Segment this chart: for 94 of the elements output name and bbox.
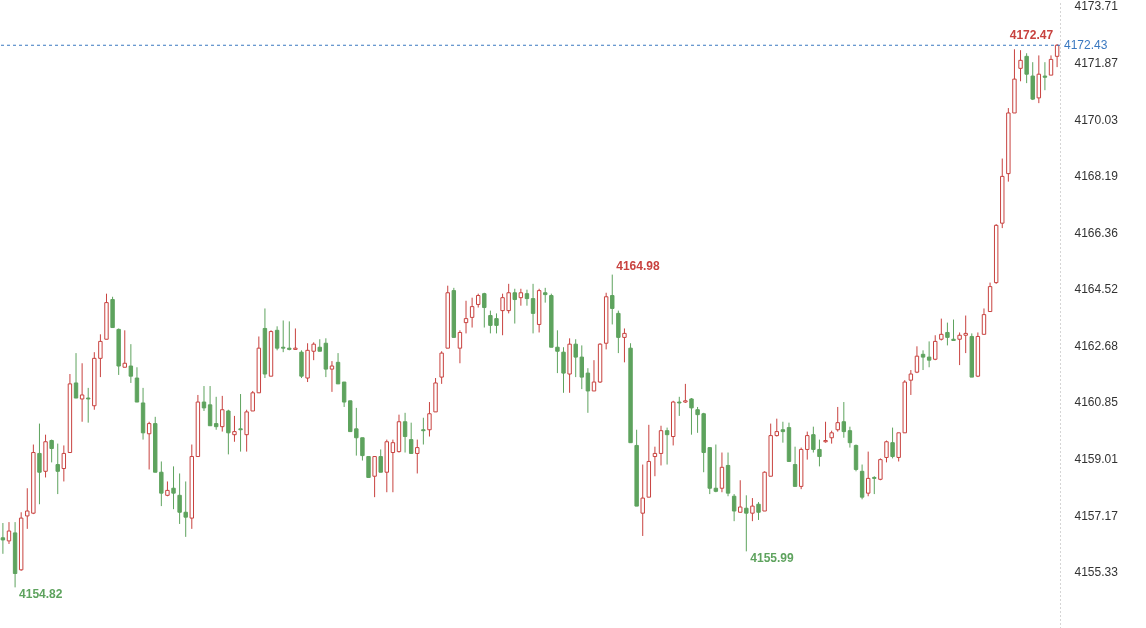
candlestick xyxy=(847,426,853,449)
candlestick xyxy=(664,427,670,466)
candlestick xyxy=(220,395,225,433)
candlestick xyxy=(274,325,280,351)
y-tick-label: 4162.68 xyxy=(1074,338,1119,353)
candlestick xyxy=(890,427,895,459)
candlestick xyxy=(738,479,743,513)
y-tick-label: 4168.19 xyxy=(1074,169,1119,184)
candlestick xyxy=(865,451,871,497)
candlestick xyxy=(792,446,798,487)
candlestick xyxy=(683,383,688,404)
candlestick xyxy=(79,362,85,423)
candlestick xyxy=(329,360,335,393)
annotation: 4155.99 xyxy=(750,551,795,566)
candlestick xyxy=(1030,61,1035,101)
candlestick xyxy=(335,352,341,385)
candlestick xyxy=(914,345,920,374)
candlestick xyxy=(731,493,737,522)
candlestick xyxy=(469,297,475,329)
candlestick xyxy=(232,415,237,443)
candlestick xyxy=(390,439,396,493)
candlestick xyxy=(689,397,694,436)
candlestick xyxy=(61,444,67,482)
candlestick xyxy=(402,412,408,454)
candlestick xyxy=(524,289,530,307)
candlestick xyxy=(951,319,956,341)
candlestick xyxy=(482,292,487,329)
candlestick xyxy=(378,448,383,473)
candlestick xyxy=(226,409,231,455)
candlestick xyxy=(457,329,463,364)
candlestick xyxy=(841,401,847,439)
annotation: 4164.98 xyxy=(616,258,660,273)
candlestick xyxy=(926,340,932,368)
candlestick xyxy=(610,274,615,325)
candlestick xyxy=(591,359,597,392)
candlestick xyxy=(933,334,938,361)
candlestick xyxy=(201,385,207,412)
candlestick xyxy=(1042,61,1048,91)
candlestick xyxy=(622,327,627,363)
y-tick-label: 4159.01 xyxy=(1074,451,1119,466)
ref-line-label: 4172.43 xyxy=(1064,38,1108,53)
candlestick xyxy=(512,288,517,325)
candlestick xyxy=(73,352,79,399)
y-tick-label: 4157.17 xyxy=(1074,508,1119,523)
candlestick xyxy=(823,421,828,444)
candlestick xyxy=(122,329,127,368)
candlestick xyxy=(55,443,60,495)
y-tick-label: 4160.85 xyxy=(1074,395,1119,410)
y-tick-label: 4155.33 xyxy=(1074,565,1119,580)
candlestick xyxy=(207,385,213,427)
candlestick xyxy=(1036,54,1042,104)
candlestick xyxy=(561,346,566,394)
candlestick xyxy=(128,343,134,384)
candlestick xyxy=(780,421,786,444)
candlestick xyxy=(408,422,414,454)
candlestick xyxy=(658,425,664,466)
candlestick xyxy=(750,497,755,522)
candlestick xyxy=(415,439,420,474)
candlestick xyxy=(6,521,12,545)
candlestick xyxy=(835,406,840,433)
candlestick xyxy=(1024,52,1029,84)
candlestick xyxy=(530,283,536,334)
annotation: 4172.47 xyxy=(1009,28,1054,43)
candlestick xyxy=(372,456,377,498)
candlestick xyxy=(85,387,91,424)
candlestick xyxy=(652,446,658,477)
y-tick-label: 4173.71 xyxy=(1074,0,1119,14)
candlestick xyxy=(366,456,371,478)
candlestick xyxy=(146,421,152,470)
candlestick xyxy=(37,423,42,505)
candlestick xyxy=(920,349,926,371)
candlestick xyxy=(421,417,426,446)
candlestick xyxy=(427,401,432,438)
candlestick xyxy=(677,396,682,417)
y-tick-label: 4171.87 xyxy=(1074,55,1119,70)
candlestick xyxy=(585,367,591,414)
candlestick xyxy=(1048,54,1054,76)
candlestick xyxy=(213,396,219,431)
candlestick xyxy=(1018,49,1023,82)
y-tick-label: 4170.03 xyxy=(1074,112,1119,127)
candlestick xyxy=(981,307,987,335)
y-tick-label: 4164.52 xyxy=(1074,282,1119,297)
y-tick-label: 4166.36 xyxy=(1074,225,1119,240)
candlestick xyxy=(238,393,243,453)
candlestick xyxy=(744,494,749,552)
candlestick xyxy=(463,300,469,334)
candlestick xyxy=(908,369,914,396)
candlestick xyxy=(171,465,176,510)
candlestick xyxy=(0,522,6,555)
annotation: 4154.82 xyxy=(19,587,63,602)
candlestick xyxy=(719,452,725,493)
candlestick xyxy=(518,288,524,307)
candlestick xyxy=(945,322,950,346)
candlestick xyxy=(293,327,298,350)
